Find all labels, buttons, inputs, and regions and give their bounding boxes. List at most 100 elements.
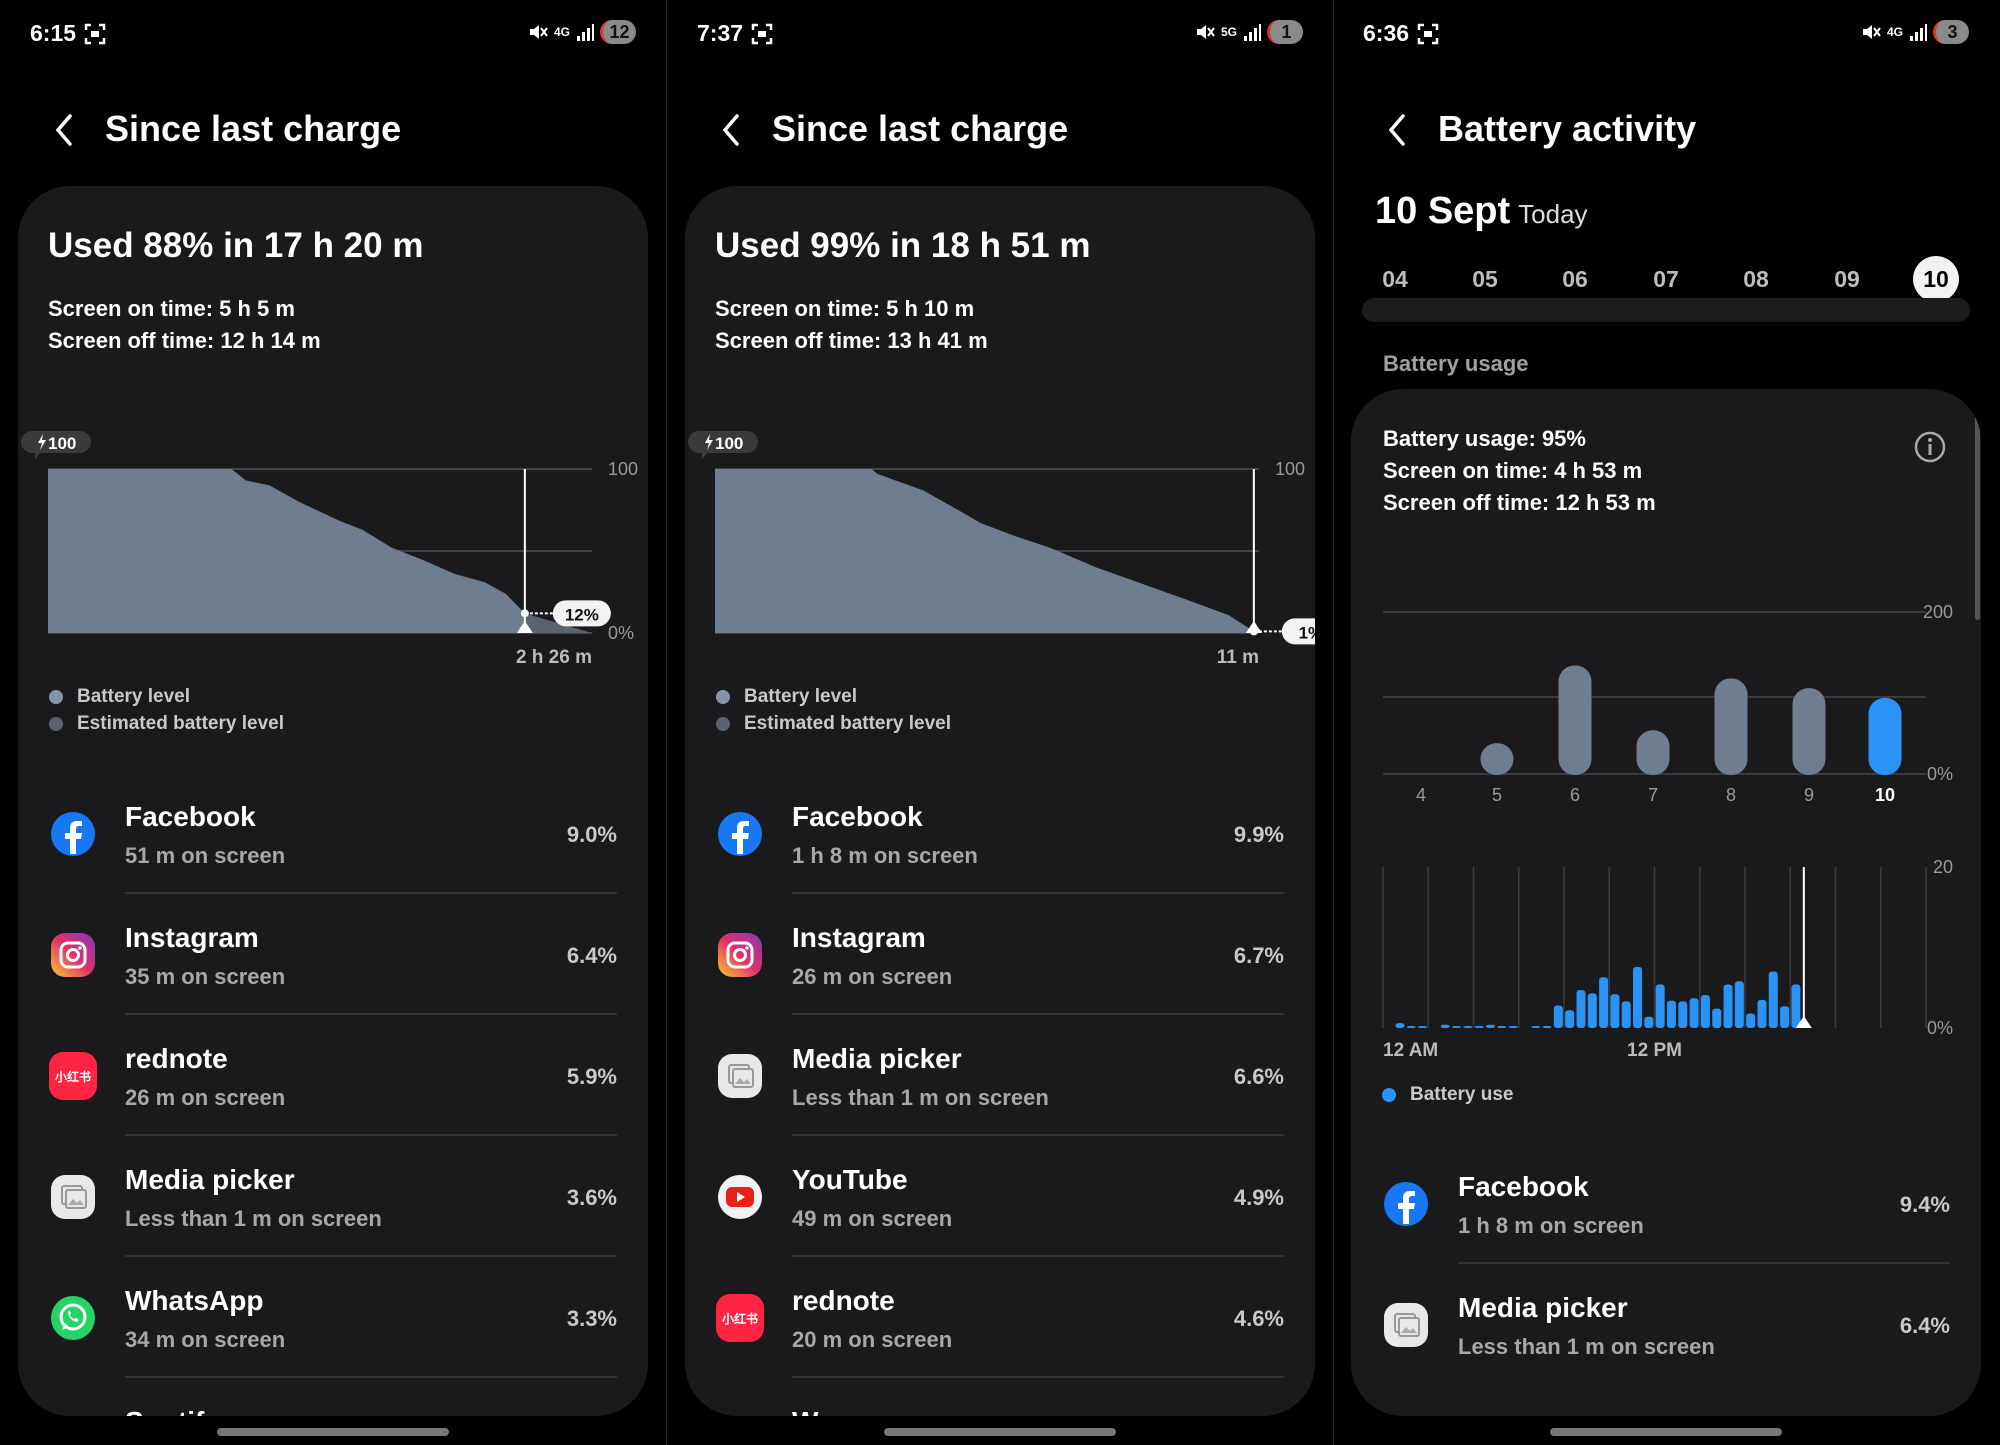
mute-icon — [1862, 25, 1881, 39]
app-screen-time: 34 m on screen — [125, 1327, 286, 1352]
hourly-bar — [1689, 998, 1699, 1028]
hourly-bar — [1542, 1026, 1552, 1028]
battery-level-chart: 1% 11 m 100 100 — [688, 431, 1315, 668]
app-name: rednote — [125, 1043, 228, 1074]
back-arrow-icon[interactable] — [1383, 112, 1413, 148]
back-arrow-icon[interactable] — [717, 112, 747, 148]
signal-icon — [1244, 24, 1261, 41]
app-row-whatsapp[interactable]: WhatsApp 34 m on screen 3.3% — [18, 1268, 648, 1378]
hourly-bar — [1406, 1026, 1416, 1028]
app-screen-time: Less than 1 m on screen — [792, 1085, 1049, 1110]
app-row-facebook[interactable]: Facebook 1 h 8 m on screen 9.9% — [685, 784, 1315, 894]
hourly-bar — [1452, 1026, 1462, 1028]
info-icon[interactable] — [1913, 430, 1947, 464]
y-tick-20: 20 — [1933, 857, 1953, 877]
usage-card: Used 88% in 17 h 20 m Screen on time: 5 … — [18, 186, 648, 1416]
day-04[interactable]: 04 — [1382, 265, 1408, 292]
charge-start-badge — [21, 431, 91, 459]
home-indicator[interactable] — [217, 1428, 449, 1436]
lightning-icon — [705, 434, 713, 450]
hourly-bar — [1440, 1024, 1450, 1028]
app-row-rednote[interactable]: 小红书 rednote 20 m on screen 4.6% — [685, 1268, 1315, 1378]
app-row-facebook[interactable]: Facebook 1 h 8 m on screen 9.4% — [1351, 1154, 1981, 1264]
day-10[interactable]: 10 — [1913, 256, 1959, 302]
date-label: 10 Sept — [1375, 190, 1511, 232]
battery-indicator: 1 — [1267, 20, 1303, 44]
hourly-bar — [1757, 999, 1767, 1028]
legend-label: Estimated battery level — [744, 713, 951, 734]
home-indicator[interactable] — [1550, 1428, 1782, 1436]
y-tick-0: 0% — [1927, 1018, 1953, 1038]
legend-dot — [1382, 1088, 1396, 1102]
app-row-youtube[interactable]: YouTube 49 m on screen 4.9% — [685, 1147, 1315, 1257]
status-bar-time: 6:15 — [30, 20, 106, 47]
x-tick-5: 5 — [1492, 785, 1502, 805]
app-row-instagram[interactable]: Instagram 26 m on screen 6.7% — [685, 905, 1315, 1015]
app-screen-time: Less than 1 m on screen — [125, 1206, 382, 1231]
day-05[interactable]: 05 — [1472, 265, 1498, 292]
phone-screen-since-last-charge: 7:37 5G 1 Since last charge Used 99% in … — [667, 0, 1333, 1445]
legend-estimated: Estimated battery level — [716, 713, 951, 735]
charge-start-label: 100 — [715, 434, 743, 453]
legend-dot — [716, 690, 730, 704]
app-row-media-picker[interactable]: Media picker Less than 1 m on screen 6.4% — [1351, 1275, 1981, 1375]
facebook-icon — [49, 810, 97, 858]
app-name: Waze — [792, 1406, 863, 1416]
day-09[interactable]: 09 — [1834, 265, 1860, 292]
app-row-waze[interactable]: Waze — [685, 1389, 1315, 1416]
app-row-rednote[interactable]: 小红书 rednote 26 m on screen 5.9% — [18, 1026, 648, 1136]
facebook-icon — [716, 810, 764, 858]
legend-dot — [49, 690, 63, 704]
app-name: Spotify — [125, 1406, 220, 1416]
section-header: Battery usage — [1383, 351, 1529, 376]
hourly-bar — [1576, 990, 1586, 1028]
x-tick-7: 7 — [1648, 785, 1658, 805]
day-07[interactable]: 07 — [1653, 265, 1679, 292]
hourly-bar — [1633, 966, 1643, 1028]
screenshot-icon — [84, 23, 106, 44]
time-remaining-label: 11 m — [1217, 647, 1259, 668]
app-screen-time: 51 m on screen — [125, 843, 286, 868]
app-usage-percent: 4.6% — [1233, 1306, 1284, 1331]
hourly-bar — [1418, 1026, 1428, 1028]
current-level-point — [520, 609, 529, 618]
hourly-bar — [1791, 984, 1801, 1028]
app-name: Instagram — [125, 922, 259, 953]
app-usage-percent: 6.7% — [1233, 943, 1284, 968]
app-usage-percent: 9.0% — [566, 822, 617, 847]
app-screen-time: 26 m on screen — [125, 1085, 286, 1110]
page-title: Since last charge — [772, 108, 1069, 149]
app-usage-percent: 9.9% — [1233, 822, 1284, 847]
app-row-spotify[interactable]: Spotify — [18, 1389, 648, 1416]
hourly-bar — [1395, 1023, 1405, 1028]
y-tick-100: 100 — [1275, 459, 1305, 479]
scrollbar[interactable] — [1975, 415, 1980, 620]
day-08[interactable]: 08 — [1743, 265, 1769, 292]
app-row-instagram[interactable]: Instagram 35 m on screen 6.4% — [18, 905, 648, 1015]
row-divider — [125, 892, 617, 894]
rednote-icon: 小红书 — [716, 1294, 764, 1342]
screenshot-icon — [1417, 23, 1439, 44]
hourly-bar — [1723, 984, 1733, 1028]
home-indicator[interactable] — [884, 1428, 1116, 1436]
back-arrow-icon[interactable] — [50, 112, 80, 148]
screen-off-time: Screen off time: 13 h 41 m — [715, 328, 988, 353]
hourly-bar — [1644, 1016, 1654, 1028]
marker-triangle — [1795, 1016, 1812, 1028]
app-row-media-picker[interactable]: Media picker Less than 1 m on screen 3.6% — [18, 1147, 648, 1257]
clock: 6:15 — [30, 20, 77, 46]
clock: 7:37 — [697, 20, 744, 46]
day-06[interactable]: 06 — [1562, 265, 1588, 292]
x-tick-8: 8 — [1726, 785, 1736, 805]
panel-divider — [666, 0, 667, 1445]
x-tick-9: 9 — [1804, 785, 1814, 805]
row-divider — [792, 892, 1284, 894]
status-bar-time: 6:36 — [1363, 20, 1439, 47]
app-row-facebook[interactable]: Facebook 51 m on screen 9.0% — [18, 784, 648, 894]
network-type: 4G — [553, 25, 570, 39]
app-screen-time: 26 m on screen — [792, 964, 953, 989]
hourly-bar — [1565, 1010, 1575, 1028]
y-tick-0: 0% — [1927, 764, 1953, 784]
hourly-bar — [1621, 1001, 1631, 1028]
app-row-media-picker[interactable]: Media picker Less than 1 m on screen 6.6% — [685, 1026, 1315, 1136]
